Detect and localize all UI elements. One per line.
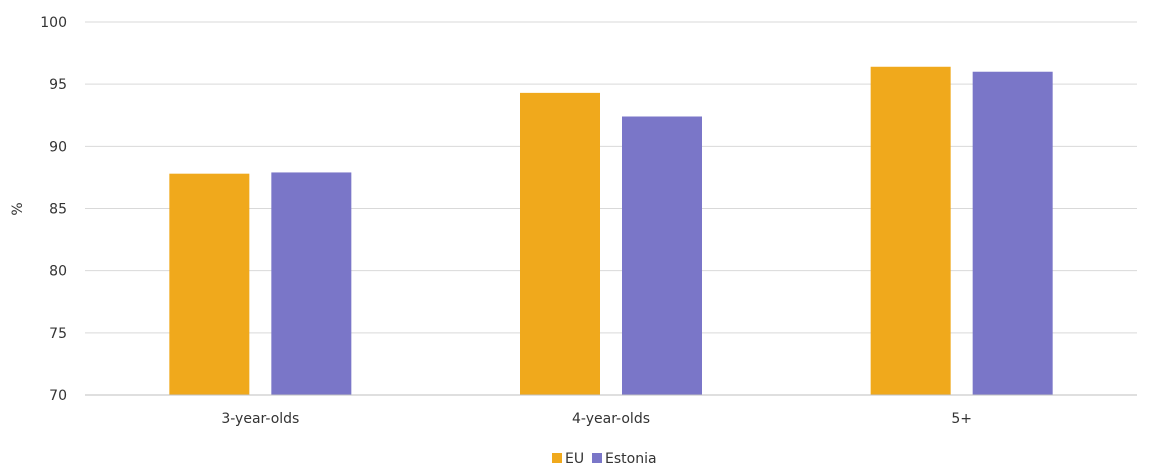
y-tick-label: 90 — [49, 139, 67, 155]
y-tick-label: 80 — [49, 264, 67, 280]
x-category-label: 4-year-olds — [572, 411, 650, 427]
bar-eu-0 — [169, 173, 250, 395]
legend-label-eu: EU — [565, 451, 584, 467]
bar-estonia-1 — [622, 116, 702, 395]
y-axis-label: % — [10, 202, 26, 215]
y-tick-label: 95 — [49, 77, 67, 93]
bar-estonia-0 — [271, 172, 352, 395]
legend-label-estonia: Estonia — [605, 451, 657, 467]
y-tick-label: 100 — [40, 15, 67, 31]
legend: EU Estonia — [552, 451, 657, 467]
bars — [169, 66, 1053, 396]
y-tick-label: 75 — [49, 326, 67, 342]
legend-swatch-eu — [552, 453, 562, 463]
x-category-label: 3-year-olds — [221, 411, 299, 427]
x-axis: 3-year-olds 4-year-olds 5+ — [85, 394, 1137, 427]
y-tick-label: 85 — [49, 202, 67, 218]
legend-swatch-estonia — [592, 453, 602, 463]
bar-estonia-2 — [972, 71, 1053, 395]
bar-eu-1 — [520, 92, 600, 396]
y-tick-label: 70 — [49, 388, 67, 404]
y-axis-ticks: 70 75 80 85 90 95 100 — [40, 15, 67, 404]
gridlines — [85, 21, 1137, 334]
x-category-label: 5+ — [951, 411, 972, 427]
bar-eu-2 — [870, 66, 951, 395]
